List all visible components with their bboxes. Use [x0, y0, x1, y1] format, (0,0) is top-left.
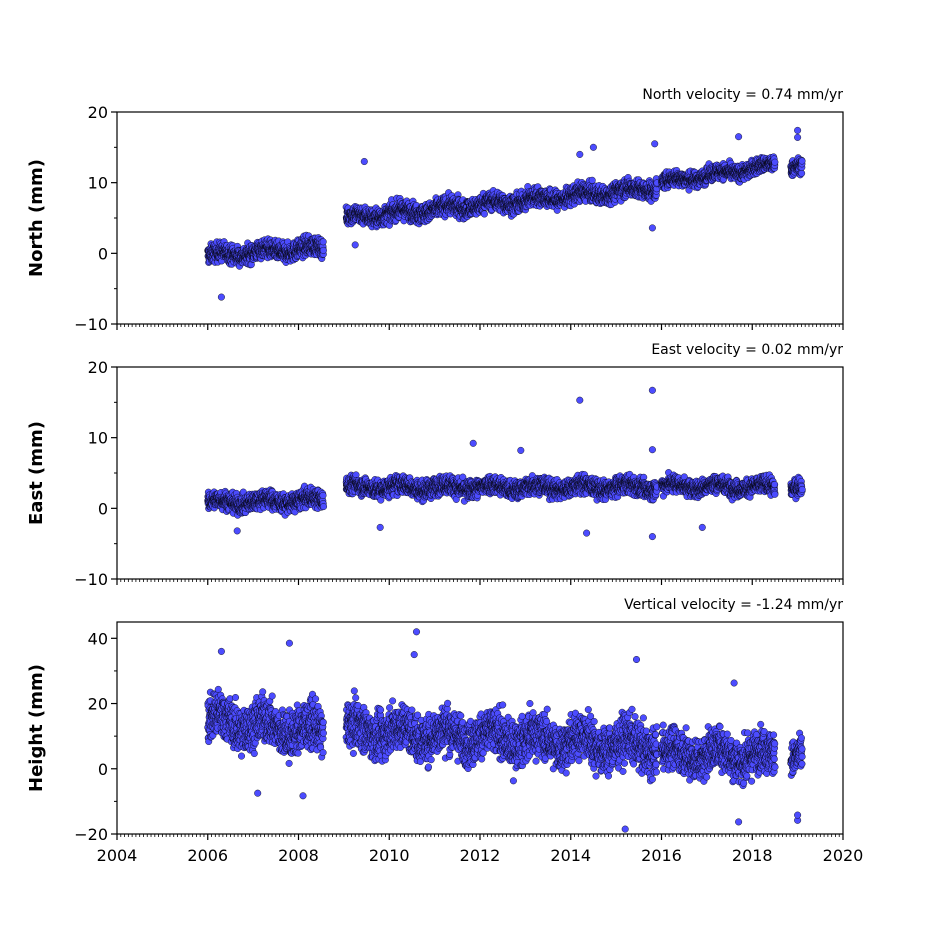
- y-tick-label: 10: [88, 174, 108, 193]
- data-point: [588, 176, 596, 184]
- east-y-axis-label: East (mm): [26, 421, 47, 525]
- north-panel: North velocity = 0.74 mm/yr North (mm) −…: [26, 87, 844, 334]
- data-point: [576, 150, 584, 158]
- data-point: [360, 157, 368, 165]
- data-point: [735, 133, 743, 141]
- data-point: [589, 143, 597, 151]
- east-velocity-title: East velocity = 0.02 mm/yr: [651, 342, 843, 358]
- data-point: [351, 241, 359, 249]
- north-velocity-title: North velocity = 0.74 mm/yr: [642, 87, 843, 103]
- data-point: [319, 238, 327, 246]
- data-point: [794, 126, 802, 134]
- y-tick-label: 20: [88, 103, 108, 122]
- north-y-axis-label: North (mm): [26, 159, 47, 277]
- data-point: [798, 157, 806, 165]
- data-point: [319, 246, 327, 254]
- data-point: [648, 224, 656, 232]
- data-point: [217, 293, 225, 301]
- data-point: [480, 210, 488, 218]
- data-point: [771, 158, 779, 166]
- y-tick-label: −10: [74, 315, 108, 334]
- data-point: [651, 140, 659, 148]
- data-point: [794, 133, 802, 141]
- data-point: [798, 169, 806, 177]
- y-tick-label: 0: [98, 244, 108, 263]
- north-points: [204, 126, 806, 301]
